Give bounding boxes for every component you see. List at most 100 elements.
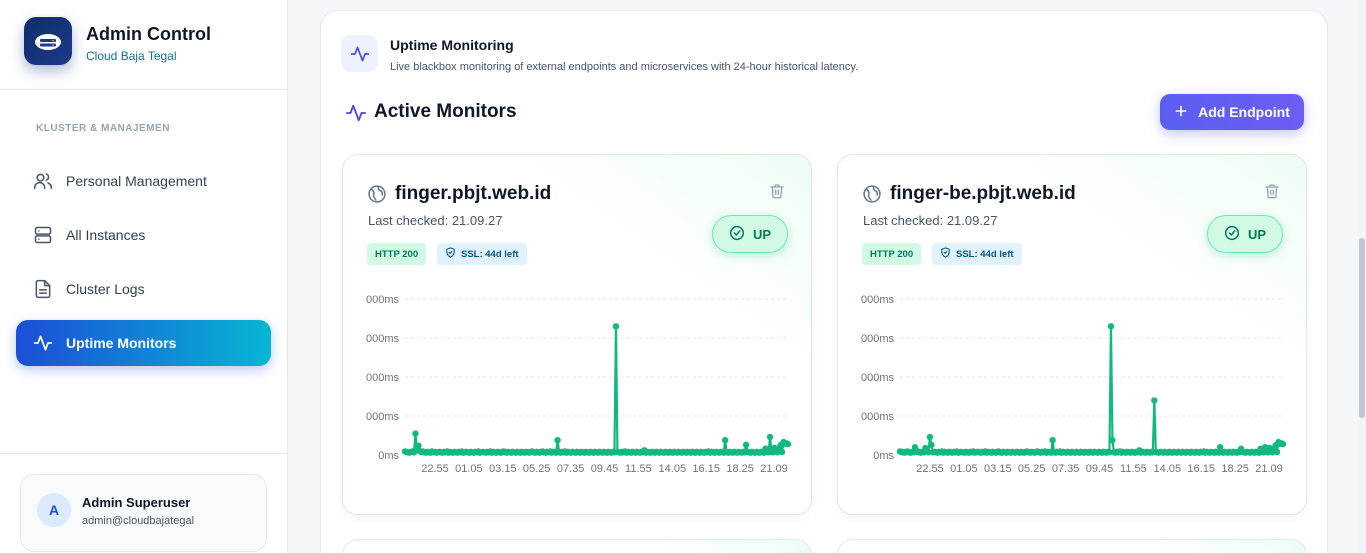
status-badge: UP <box>1207 215 1283 253</box>
monitor-host: finger-be.pbjt.web.id <box>890 183 1076 204</box>
sidebar: Admin Control Cloud Baja Tegal KLUSTER &… <box>0 0 288 553</box>
sidebar-item-personal-management[interactable]: Personal Management <box>16 158 271 204</box>
last-checked: Last checked: 21.09.27 <box>368 213 503 228</box>
sidebar-item-label: All Instances <box>66 227 146 243</box>
data-point <box>766 433 774 441</box>
x-tick-label: 16.15 <box>692 463 720 475</box>
sidebar-item-label: Uptime Monitors <box>66 335 177 351</box>
x-tick-label: 09.45 <box>591 463 619 475</box>
check-circle-icon <box>1224 225 1240 244</box>
data-point <box>926 433 934 441</box>
data-point <box>742 441 750 449</box>
x-tick-label: 14.05 <box>1154 463 1182 475</box>
user-card[interactable]: A Admin Superuser admin@cloudbajategal <box>20 474 267 552</box>
data-point <box>1151 397 1158 404</box>
section-title: Active Monitors <box>374 101 517 122</box>
activity-icon <box>345 102 367 129</box>
data-point <box>778 448 786 456</box>
check-circle-icon <box>729 225 745 244</box>
y-tick-label: 000ms <box>861 333 895 345</box>
x-tick-label: 07.35 <box>557 463 585 475</box>
y-tick-label: 000ms <box>366 411 400 423</box>
monitor-host: finger.pbjt.web.id <box>395 183 552 204</box>
data-point <box>612 323 620 330</box>
sidebar-item-uptime-monitors[interactable]: Uptime Monitors <box>16 320 271 366</box>
last-checked: Last checked: 21.09.27 <box>863 213 998 228</box>
ssl-label: SSL: 44d left <box>461 248 519 260</box>
trash-icon[interactable] <box>1264 183 1280 204</box>
data-point <box>1049 436 1056 444</box>
y-tick-label: 0ms <box>873 450 894 462</box>
nav-section-label: KLUSTER & MANAJEMEN <box>36 123 170 134</box>
page-subtitle: Live blackbox monitoring of external end… <box>390 61 859 73</box>
sidebar-item-cluster-logs[interactable]: Cluster Logs <box>16 266 271 312</box>
avatar: A <box>37 493 71 527</box>
data-point <box>412 430 419 437</box>
x-tick-label: 11.55 <box>1120 463 1147 475</box>
data-point <box>925 449 932 456</box>
x-tick-label: 14.05 <box>659 463 687 475</box>
plus-icon <box>1174 104 1188 121</box>
series-line <box>404 325 789 454</box>
data-point <box>721 436 729 444</box>
x-tick-label: 18.25 <box>1221 463 1249 475</box>
data-point <box>784 440 792 448</box>
x-tick-label: 01.05 <box>950 463 978 475</box>
ssl-label: SSL: 44d left <box>956 248 1014 260</box>
y-tick-label: 000ms <box>861 372 895 384</box>
status-label: UP <box>1247 226 1267 242</box>
data-point <box>1106 449 1113 456</box>
x-tick-label: 05.25 <box>523 463 551 475</box>
x-tick-label: 16.15 <box>1187 463 1215 475</box>
monitor-card: finger.pbjt.web.id Last checked: 21.09.2… <box>342 154 812 515</box>
x-tick-label: 09.45 <box>1086 463 1114 475</box>
scrollbar-thumb[interactable] <box>1359 238 1365 418</box>
x-tick-label: 11.55 <box>625 463 652 475</box>
shield-icon <box>445 247 456 261</box>
series-line <box>899 325 1284 454</box>
app-title: Admin Control <box>86 24 211 44</box>
trash-icon[interactable] <box>769 183 785 204</box>
latency-chart: 0ms 000ms 000ms 000ms 000ms 22.55 01.05 03.15 05… <box>366 294 792 475</box>
y-tick-label: 000ms <box>366 294 400 306</box>
add-endpoint-label: Add Endpoint <box>1198 104 1290 120</box>
shield-icon <box>940 247 951 261</box>
add-endpoint-button[interactable]: Add Endpoint <box>1160 94 1304 130</box>
status-badge: UP <box>712 215 788 253</box>
app-subtitle: Cloud Baja Tegal <box>86 49 177 63</box>
activity-icon <box>341 35 378 72</box>
y-tick-label: 000ms <box>861 411 895 423</box>
monitor-card: finger-be.pbjt.web.id Last checked: 21.0… <box>837 154 1307 515</box>
user-name: Admin Superuser <box>82 495 191 510</box>
x-tick-label: 03.15 <box>489 463 517 475</box>
monitor-card <box>837 539 1307 553</box>
brand-header: Admin Control Cloud Baja Tegal <box>0 0 287 90</box>
y-tick-label: 000ms <box>366 333 400 345</box>
data-point <box>1107 323 1115 330</box>
x-tick-label: 18.25 <box>726 463 754 475</box>
ssl-badge: SSL: 44d left <box>932 243 1022 265</box>
monitor-card <box>342 539 812 553</box>
data-point <box>554 436 561 444</box>
users-icon <box>33 171 53 191</box>
sidebar-item-label: Personal Management <box>66 173 207 189</box>
http-status-badge: HTTP 200 <box>862 243 922 265</box>
x-tick-label: 22.55 <box>421 463 449 475</box>
data-point <box>1109 436 1116 444</box>
cloud-server-icon <box>24 17 72 65</box>
x-tick-label: 05.25 <box>1018 463 1046 475</box>
x-tick-label: 21.09 <box>760 463 788 475</box>
x-tick-label: 01.05 <box>455 463 483 475</box>
y-tick-label: 000ms <box>366 372 400 384</box>
x-tick-label: 21.09 <box>1255 463 1283 475</box>
user-email: admin@cloudbajategal <box>82 515 195 527</box>
server-icon <box>33 225 53 245</box>
ssl-badge: SSL: 44d left <box>437 243 527 265</box>
document-icon <box>33 279 53 299</box>
page-title: Uptime Monitoring <box>390 37 514 53</box>
globe-icon <box>367 184 387 209</box>
data-point <box>1279 440 1287 448</box>
x-tick-label: 22.55 <box>916 463 944 475</box>
sidebar-item-label: Cluster Logs <box>66 281 145 297</box>
sidebar-item-all-instances[interactable]: All Instances <box>16 212 271 258</box>
